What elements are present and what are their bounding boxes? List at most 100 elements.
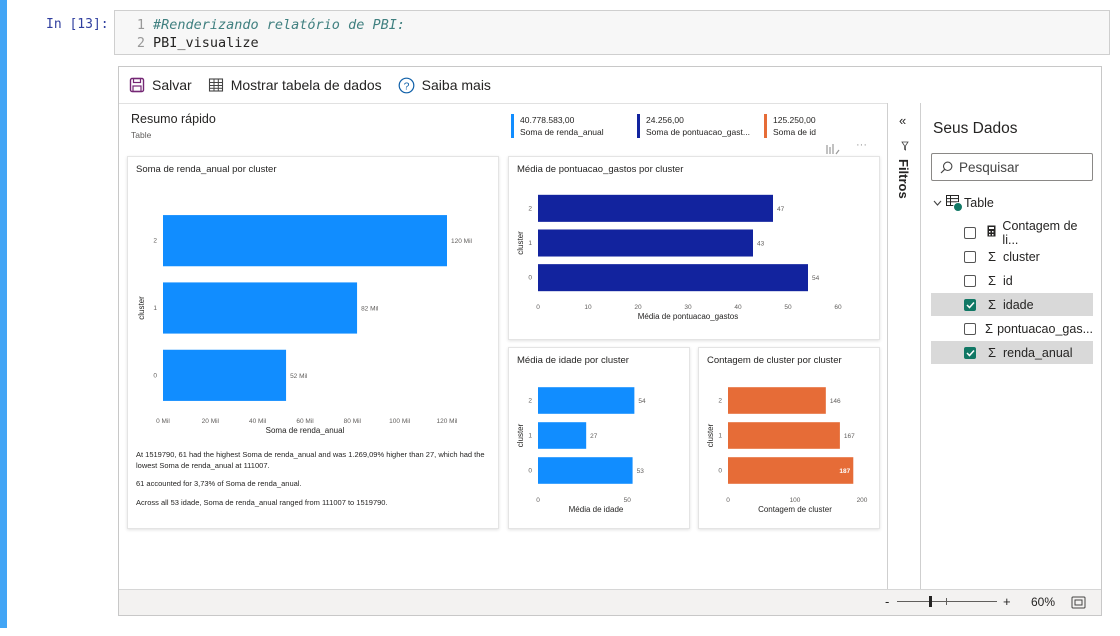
chevron-down-icon[interactable]	[933, 199, 942, 207]
svg-text:?: ?	[403, 80, 409, 92]
zoom-out-button[interactable]: -	[885, 594, 889, 609]
code-line-comment[interactable]: #Renderizando relatório de PBI:	[153, 17, 405, 33]
chart-title: Média de idade por cluster	[517, 355, 629, 366]
bar	[538, 264, 808, 291]
learn-more-button[interactable]: ? Saiba mais	[398, 77, 491, 94]
chart-title: Média de pontuacao_gastos por cluster	[517, 164, 683, 175]
show-data-table-button[interactable]: Mostrar tabela de dados	[208, 77, 382, 93]
bar	[728, 387, 826, 414]
x-tick-label: 40 Mil	[249, 418, 267, 425]
data-label: 146	[830, 398, 841, 405]
field-checkbox[interactable]	[964, 347, 976, 359]
y-tick-label: 0	[528, 275, 532, 282]
sigma-icon: Σ	[985, 321, 993, 336]
focus-mode-icon[interactable]	[825, 142, 841, 156]
x-axis-title: Média de idade	[569, 505, 624, 514]
kpi-card: 40.778.583,00 Soma de renda_anual	[511, 114, 604, 138]
x-tick-label: 120 Mil	[437, 418, 459, 425]
status-bar: - + 60%	[119, 589, 1101, 615]
y-tick-label: 2	[528, 398, 532, 405]
chart-title: Soma de renda_anual por cluster	[136, 164, 276, 175]
zoom-in-button[interactable]: +	[1003, 594, 1011, 609]
help-icon: ?	[398, 77, 415, 94]
data-label: 167	[844, 433, 855, 440]
insight-text: 61 accounted for 3,73% of Soma de renda_…	[136, 479, 491, 490]
x-tick-label: 0	[726, 497, 730, 504]
x-tick-label: 200	[857, 497, 868, 504]
data-label: 47	[777, 206, 785, 213]
bar	[728, 457, 853, 484]
zoom-slider-tick	[946, 598, 947, 605]
field-checkbox[interactable]	[964, 275, 976, 287]
x-tick-label: 40	[734, 304, 742, 311]
kpi-card: 24.256,00 Soma de pontuacao_gast...	[637, 114, 750, 138]
y-tick-label: 2	[153, 238, 157, 245]
y-axis-title: cluster	[516, 231, 525, 255]
collapse-icon[interactable]: «	[899, 113, 906, 128]
table-node[interactable]: Table	[933, 195, 994, 211]
zoom-slider-track[interactable]	[897, 601, 997, 602]
field-checkbox[interactable]	[964, 323, 976, 335]
bar	[163, 215, 447, 266]
field-label: Contagem de li...	[1002, 219, 1093, 247]
zoom-slider-thumb[interactable]	[929, 596, 932, 607]
x-tick-label: 0 Mil	[156, 418, 170, 425]
cell-selection-bar	[0, 0, 7, 628]
y-tick-label: 0	[528, 468, 532, 475]
report-toolbar: Salvar Mostrar tabela de dados ? Saiba m…	[119, 67, 1101, 103]
chart-card-pontuacao[interactable]: Média de pontuacao_gastos por cluster cl…	[508, 156, 880, 340]
line-number: 1	[115, 17, 145, 33]
field-label: cluster	[1003, 250, 1040, 264]
field-label: idade	[1003, 298, 1034, 312]
report-canvas: Resumo rápido Table 40.778.583,00 Soma d…	[119, 103, 887, 589]
kpi-label: Soma de renda_anual	[520, 126, 604, 138]
chart-card-contagem[interactable]: Contagem de cluster por cluster cluster 2…	[698, 347, 880, 529]
more-options-icon[interactable]: ···	[856, 139, 867, 151]
code-line[interactable]: PBI_visualize	[153, 35, 259, 51]
field-checkbox[interactable]	[964, 227, 976, 239]
fit-to-page-icon[interactable]	[1071, 596, 1086, 609]
data-label: 54	[812, 275, 820, 282]
filters-label: Filtros	[896, 159, 911, 199]
y-axis-title: cluster	[137, 296, 146, 320]
kpi-value: 24.256,00	[646, 114, 750, 126]
field-row-contagem-de-li-[interactable]: Contagem de li...	[931, 221, 1093, 244]
x-axis-title: Contagem de cluster	[758, 505, 832, 514]
search-box[interactable]: Pesquisar	[931, 153, 1093, 181]
kpi-label: Soma de pontuacao_gast...	[646, 126, 750, 138]
y-axis-title: cluster	[516, 423, 525, 447]
x-tick-label: 10	[584, 304, 592, 311]
table-icon	[946, 195, 962, 211]
field-checkbox[interactable]	[964, 299, 976, 311]
search-placeholder: Pesquisar	[959, 160, 1019, 175]
filters-pane[interactable]: « Filtros	[887, 103, 921, 589]
save-icon	[129, 77, 145, 93]
bar	[728, 422, 840, 449]
y-tick-label: 2	[528, 205, 532, 212]
powerbi-report: Salvar Mostrar tabela de dados ? Saiba m…	[118, 66, 1102, 616]
data-pane-title: Seus Dados	[933, 120, 1017, 138]
y-tick-label: 1	[528, 240, 532, 247]
field-checkbox[interactable]	[964, 251, 976, 263]
check-badge-icon	[953, 202, 963, 212]
chart-title: Contagem de cluster por cluster	[707, 355, 842, 366]
chart-card-renda[interactable]: Soma de renda_anual por cluster cluster 2…	[127, 156, 499, 529]
sigma-icon: Σ	[985, 345, 999, 360]
smart-narrative: At 1519790, 61 had the highest Soma de r…	[136, 450, 491, 508]
sigma-icon: Σ	[985, 249, 999, 264]
chart-card-idade[interactable]: Média de idade por cluster cluster 2 54 1 27…	[508, 347, 690, 529]
kpi-card: 125.250,00 Soma de id	[764, 114, 816, 138]
kpi-label: Soma de id	[773, 126, 816, 138]
code-editor[interactable]: 1 #Renderizando relatório de PBI: 2 PBI_…	[114, 10, 1110, 55]
data-label: 27	[590, 433, 598, 440]
bar	[163, 350, 286, 401]
x-tick-label: 60	[834, 304, 842, 311]
save-button[interactable]: Salvar	[129, 77, 192, 93]
data-label: 82 Mil	[361, 306, 379, 313]
